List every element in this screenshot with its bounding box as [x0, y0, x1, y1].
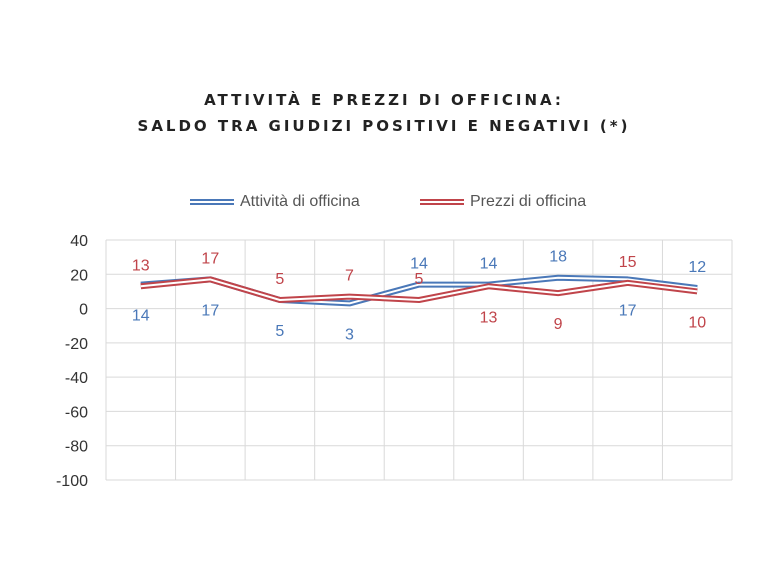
legend-label-attivita: Attività di officina — [240, 193, 360, 210]
legend-label-prezzi: Prezzi di officina — [470, 193, 587, 210]
y-tick-label: 20 — [70, 267, 88, 284]
chart-title-line-1: ATTIVITÀ E PREZZI DI OFFICINA: — [204, 91, 564, 109]
data-label: 3 — [345, 326, 354, 343]
y-tick-label: -80 — [65, 439, 88, 456]
data-label: 17 — [619, 302, 637, 319]
data-label: 5 — [415, 271, 424, 288]
data-labels: 14 17 5 3 14 14 18 17 12 13 17 5 7 5 13 9 15 10 — [132, 249, 706, 344]
legend-item-attivita: Attività di officina — [190, 190, 360, 214]
data-label: 12 — [688, 259, 706, 276]
y-tick-label: 40 — [70, 233, 88, 250]
legend-item-prezzi: Prezzi di officina — [420, 190, 586, 214]
data-label: 13 — [132, 257, 150, 274]
series-line-inner-1 — [140, 278, 698, 301]
data-label: 5 — [275, 323, 284, 340]
gridlines — [105, 239, 733, 481]
data-label: 10 — [688, 314, 706, 331]
data-label: 5 — [275, 271, 284, 288]
data-label: 14 — [132, 308, 150, 325]
data-label: 18 — [549, 249, 567, 266]
data-label: 17 — [201, 302, 219, 319]
data-label: 15 — [619, 254, 637, 271]
legend-swatch-prezzi — [420, 199, 464, 205]
y-tick-label: 0 — [79, 302, 88, 319]
y-tick-label: -40 — [65, 370, 88, 387]
chart-title-line-2: SALDO TRA GIUDIZI POSITIVI E NEGATIVI (*… — [137, 117, 631, 135]
data-label: 7 — [345, 268, 354, 285]
data-label: 13 — [480, 309, 498, 326]
legend-swatch-attivita — [190, 199, 234, 205]
data-label: 17 — [201, 250, 219, 267]
y-tick-label: -60 — [65, 404, 88, 421]
series-lines — [140, 274, 698, 307]
data-label: 14 — [410, 256, 428, 273]
y-tick-label: -100 — [56, 473, 88, 490]
y-axis: 40 20 0 -20 -40 -60 -80 -100 — [56, 233, 88, 490]
data-label: 9 — [554, 316, 563, 333]
data-label: 14 — [480, 256, 498, 273]
y-tick-label: -20 — [65, 336, 88, 353]
